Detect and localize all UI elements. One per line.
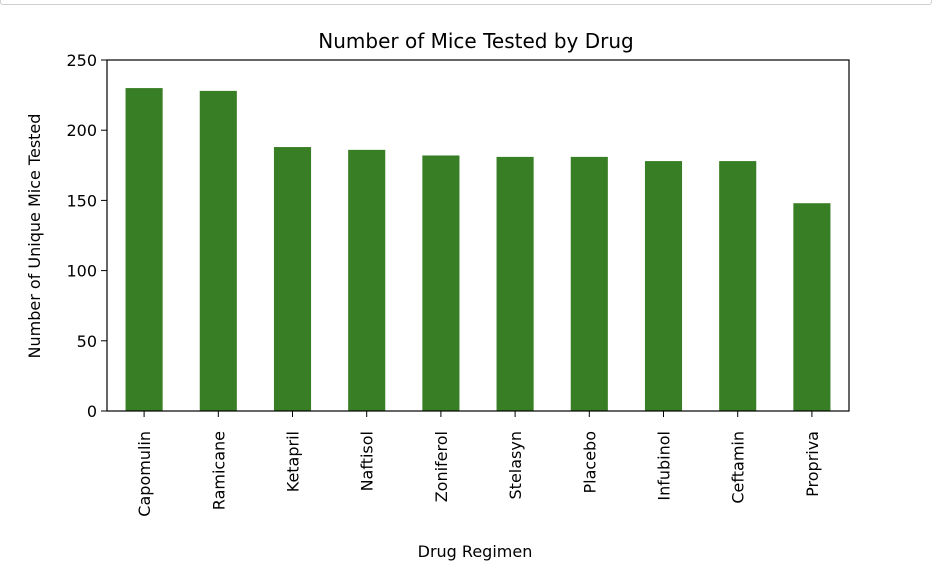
bars-group <box>125 88 831 412</box>
x-tick-label: Ketapril <box>284 431 303 492</box>
x-axis-ticks: Capomulin Ramicane Ketapril Naftisol Zonifer… <box>135 411 822 517</box>
y-tick-label: 50 <box>77 332 97 351</box>
x-tick-label: Zoniferol <box>432 431 451 502</box>
y-tick-label: 200 <box>66 121 97 140</box>
bar-infubinol <box>644 161 683 411</box>
chart-title: Number of Mice Tested by Drug <box>318 29 633 53</box>
y-axis-label: Number of Unique Mice Tested <box>25 114 44 359</box>
bar-propriva <box>793 203 831 411</box>
x-tick-label: Capomulin <box>135 431 154 517</box>
plot-frame <box>106 59 850 412</box>
x-axis-label: Drug Regimen <box>418 542 533 561</box>
bar-stelasyn <box>496 156 534 411</box>
y-axis-ticks: 0 50 100 150 200 250 <box>66 51 107 421</box>
x-tick-label: Placebo <box>580 431 599 493</box>
bar-ramicane <box>199 90 237 411</box>
bar-placebo <box>570 156 608 411</box>
bar-naftisol <box>348 149 386 412</box>
x-tick-label: Propriva <box>803 431 822 497</box>
bar-ceftamin <box>719 161 757 411</box>
y-tick-label: 100 <box>66 262 97 281</box>
y-tick-label: 0 <box>87 402 97 421</box>
bar-capomulin <box>125 88 163 411</box>
x-tick-label: Infubinol <box>655 431 674 501</box>
y-tick-label: 250 <box>66 51 97 70</box>
bar-ketapril <box>273 147 312 412</box>
x-tick-label: Ceftamin <box>729 431 748 504</box>
y-tick-label: 150 <box>66 191 97 210</box>
x-tick-label: Ramicane <box>209 431 228 510</box>
x-tick-label: Naftisol <box>358 431 377 491</box>
bar-zoniferol <box>422 155 460 411</box>
x-tick-label: Stelasyn <box>506 431 525 499</box>
